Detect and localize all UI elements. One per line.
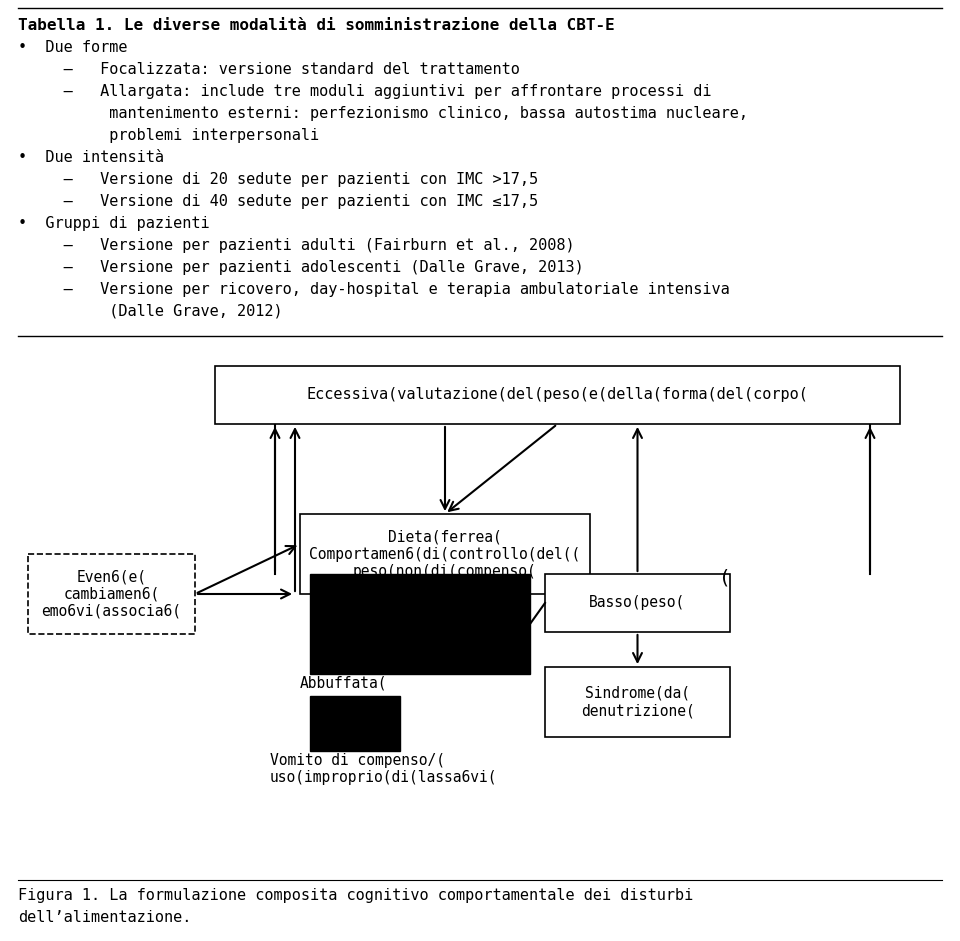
- Text: dell’alimentazione.: dell’alimentazione.: [18, 910, 191, 925]
- Text: Sindrome(da(
denutrizione(: Sindrome(da( denutrizione(: [581, 686, 694, 718]
- Text: Even6(e(
cambiamen6(
emo6vi(associa6(: Even6(e( cambiamen6( emo6vi(associa6(: [41, 569, 181, 619]
- Text: Basso(peso(: Basso(peso(: [589, 596, 685, 611]
- Bar: [28, 554, 195, 634]
- Text: –   Focalizzata: versione standard del trattamento: – Focalizzata: versione standard del tra…: [18, 62, 520, 77]
- Text: Tabella 1. Le diverse modalità di somministrazione della CBT-E: Tabella 1. Le diverse modalità di sommin…: [18, 18, 614, 33]
- Text: –   Allargata: include tre moduli aggiuntivi per affrontare processi di: – Allargata: include tre moduli aggiunti…: [18, 84, 711, 99]
- Text: mantenimento esterni: perfezionismo clinico, bassa autostima nucleare,: mantenimento esterni: perfezionismo clin…: [18, 106, 748, 121]
- Text: –   Versione di 20 sedute per pazienti con IMC >17,5: – Versione di 20 sedute per pazienti con…: [18, 172, 539, 187]
- Text: problemi interpersonali: problemi interpersonali: [18, 128, 319, 143]
- Text: Figura 1. La formulazione composita cognitivo comportamentale dei disturbi: Figura 1. La formulazione composita cogn…: [18, 888, 693, 903]
- Text: (: (: [719, 569, 731, 588]
- Bar: [545, 574, 730, 632]
- Text: –   Versione per pazienti adolescenti (Dalle Grave, 2013): – Versione per pazienti adolescenti (Dal…: [18, 260, 584, 275]
- Text: Eccessiva(valutazione(del(peso(e(della(forma(del(corpo(: Eccessiva(valutazione(del(peso(e(della(f…: [306, 388, 808, 403]
- Text: –   Versione per ricovero, day-hospital e terapia ambulatoriale intensiva: – Versione per ricovero, day-hospital e …: [18, 282, 730, 297]
- Bar: [545, 667, 730, 737]
- Text: –   Versione di 40 sedute per pazienti con IMC ≤17,5: – Versione di 40 sedute per pazienti con…: [18, 194, 539, 209]
- Text: •  Due forme: • Due forme: [18, 40, 128, 55]
- Text: (Dalle Grave, 2012): (Dalle Grave, 2012): [18, 304, 282, 319]
- Text: •  Due intensità: • Due intensità: [18, 150, 164, 165]
- Text: Abbuffata(: Abbuffata(: [300, 676, 388, 691]
- Text: –   Versione per pazienti adulti (Fairburn et al., 2008): – Versione per pazienti adulti (Fairburn…: [18, 238, 575, 253]
- Text: Dieta(ferrea(
Comportamen6(di(controllo(del((
peso(non(di(compenso(: Dieta(ferrea( Comportamen6(di(controllo(…: [309, 529, 581, 579]
- Text: •  Gruppi di pazienti: • Gruppi di pazienti: [18, 216, 209, 231]
- Bar: [300, 514, 590, 594]
- Bar: [310, 696, 400, 751]
- Text: Vomito di compenso/(
uso(improprio(di(lassa6vi(: Vomito di compenso/( uso(improprio(di(la…: [270, 753, 497, 786]
- Bar: [215, 366, 900, 424]
- Bar: [310, 574, 530, 674]
